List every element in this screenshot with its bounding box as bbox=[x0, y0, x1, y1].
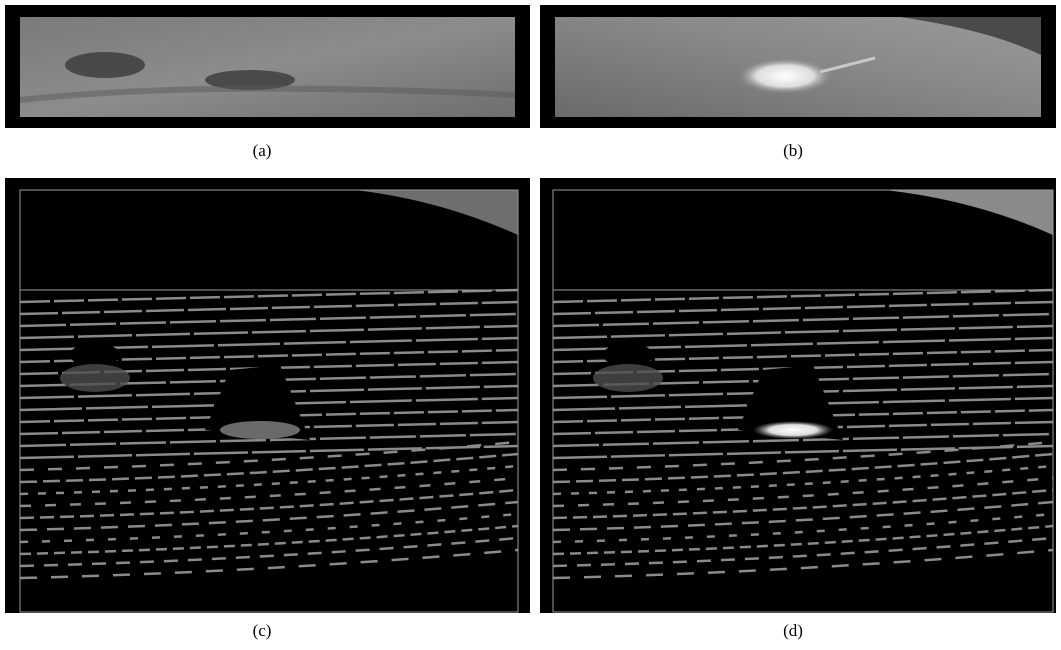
scan-line bbox=[19, 476, 519, 508]
scan-line bbox=[19, 500, 519, 532]
panel-d-image bbox=[540, 178, 1056, 613]
scan-line bbox=[19, 548, 519, 580]
scan-line bbox=[19, 452, 519, 484]
object bbox=[593, 364, 663, 392]
scan-line bbox=[552, 420, 1054, 436]
panel-c-image bbox=[5, 178, 530, 613]
scan-line bbox=[552, 432, 1054, 448]
scan-line bbox=[19, 300, 519, 316]
scan-line bbox=[552, 288, 1054, 304]
object-shadow bbox=[738, 365, 843, 440]
caption: (b) bbox=[783, 141, 803, 160]
scan-line bbox=[552, 312, 1054, 328]
object bbox=[60, 364, 130, 392]
frame bbox=[19, 189, 519, 613]
scan-line bbox=[19, 432, 519, 448]
scan-line bbox=[552, 548, 1054, 580]
scan-line bbox=[19, 324, 519, 340]
scan-line bbox=[19, 312, 519, 328]
object-shadow bbox=[205, 365, 310, 440]
scan-line bbox=[552, 536, 1054, 568]
frame bbox=[552, 189, 1054, 613]
scan-line bbox=[552, 512, 1054, 544]
caption: (a) bbox=[253, 141, 272, 160]
scan-line bbox=[552, 440, 1054, 472]
scan-line bbox=[19, 420, 519, 436]
scan-line bbox=[552, 476, 1054, 508]
scan-line bbox=[19, 488, 519, 520]
scan-line bbox=[19, 512, 519, 544]
object bbox=[220, 421, 300, 439]
scan-line bbox=[19, 536, 519, 568]
scan-line bbox=[552, 324, 1054, 340]
scan-line bbox=[19, 288, 519, 304]
caption: (d) bbox=[783, 621, 803, 640]
caption: (c) bbox=[253, 621, 272, 640]
scan-line bbox=[552, 300, 1054, 316]
object-shadow bbox=[603, 343, 653, 367]
scan-line bbox=[552, 524, 1054, 556]
scan-line bbox=[552, 488, 1054, 520]
scan-line bbox=[19, 440, 519, 472]
object-shadow bbox=[70, 343, 120, 367]
panel-a-image bbox=[5, 5, 530, 128]
scan-line bbox=[552, 500, 1054, 532]
panel-b-image bbox=[540, 5, 1056, 128]
scan-line bbox=[19, 524, 519, 556]
object bbox=[753, 421, 833, 439]
